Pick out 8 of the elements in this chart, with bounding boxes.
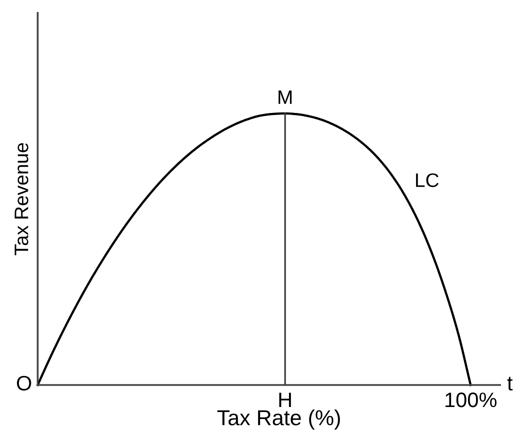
- x-axis-title: Tax Rate (%): [217, 410, 340, 430]
- x-tick-label: H: [279, 392, 291, 408]
- x-tick-label: 100%: [446, 392, 497, 408]
- annotation: M: [278, 90, 292, 104]
- series-label: LC: [416, 173, 439, 188]
- annotation: O: [16, 376, 32, 391]
- y-axis-title: Tax Revenue: [14, 143, 28, 256]
- text: t: [507, 376, 513, 391]
